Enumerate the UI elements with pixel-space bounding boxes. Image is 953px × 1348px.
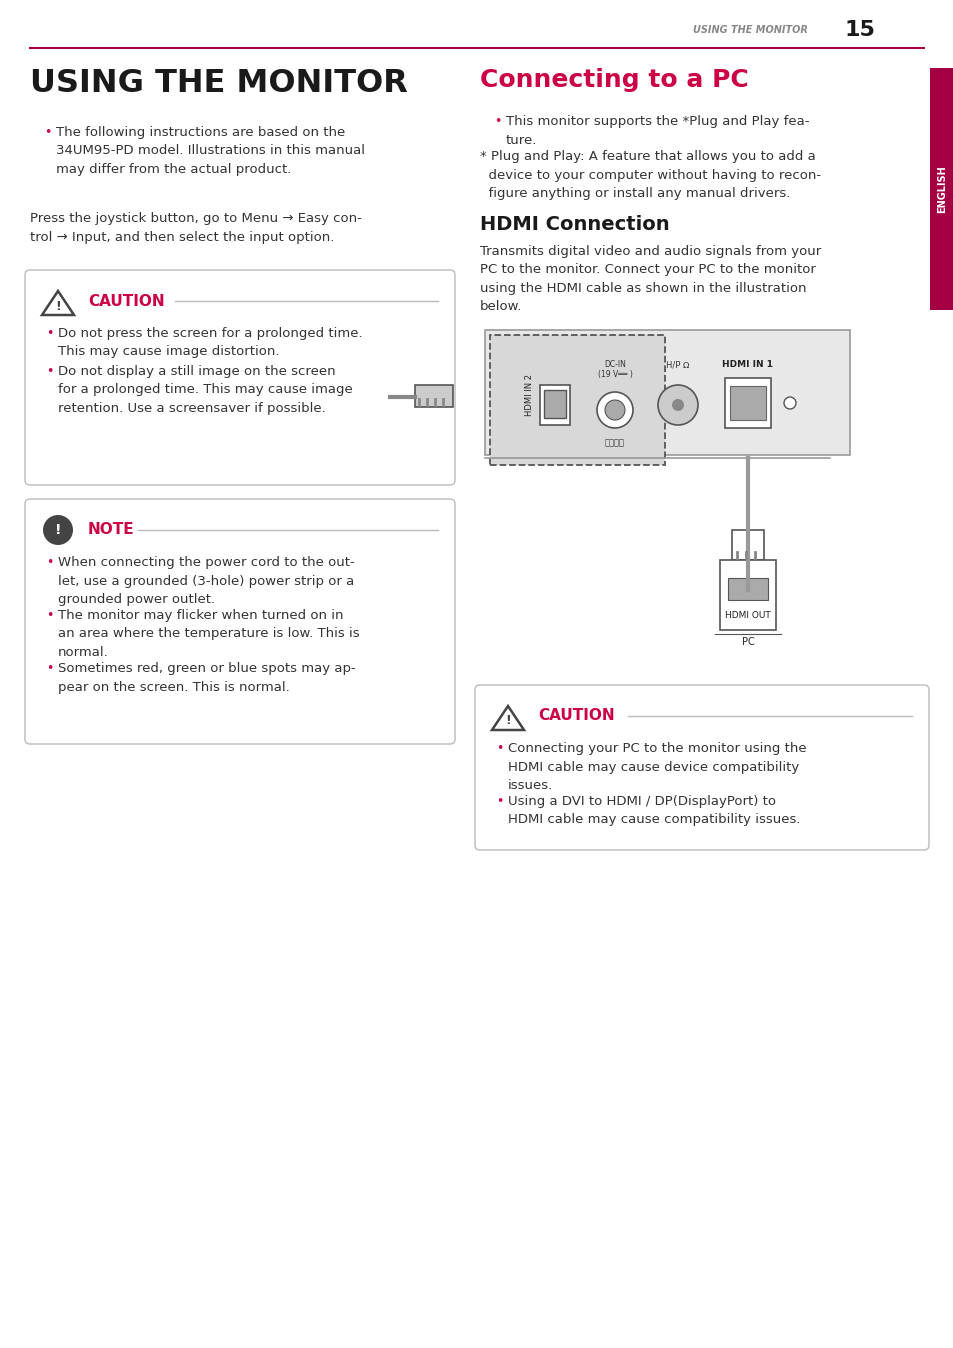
Text: (19 V══ ): (19 V══ ): [597, 369, 632, 379]
Text: USING THE MONITOR: USING THE MONITOR: [693, 26, 807, 35]
Text: •: •: [46, 662, 53, 675]
Polygon shape: [42, 291, 74, 315]
Text: HDMI OUT: HDMI OUT: [724, 611, 770, 620]
FancyBboxPatch shape: [415, 386, 453, 407]
Text: !: !: [504, 714, 511, 728]
Circle shape: [43, 515, 73, 545]
FancyBboxPatch shape: [727, 578, 767, 600]
Text: Press the joystick button, go to Menu → Easy con-
trol → Input, and then select : Press the joystick button, go to Menu → …: [30, 212, 361, 244]
Text: ENGLISH: ENGLISH: [936, 164, 946, 213]
Text: CAUTION: CAUTION: [88, 294, 165, 309]
Text: HDMI Connection: HDMI Connection: [479, 214, 669, 235]
Circle shape: [671, 399, 683, 411]
Text: !: !: [54, 523, 61, 537]
FancyBboxPatch shape: [25, 499, 455, 744]
Text: HDMI IN 2: HDMI IN 2: [525, 373, 534, 417]
Text: Transmits digital video and audio signals from your
PC to the monitor. Connect y: Transmits digital video and audio signal…: [479, 245, 821, 314]
Text: •: •: [44, 125, 51, 139]
Text: •: •: [46, 328, 53, 340]
Text: 电源输入: 电源输入: [604, 438, 624, 448]
FancyBboxPatch shape: [484, 330, 849, 456]
Text: This monitor supports the *Plug and Play fea-
ture.: This monitor supports the *Plug and Play…: [505, 115, 809, 147]
Text: Sometimes red, green or blue spots may ap-
pear on the screen. This is normal.: Sometimes red, green or blue spots may a…: [58, 662, 355, 693]
FancyBboxPatch shape: [731, 530, 763, 559]
Circle shape: [658, 386, 698, 425]
Polygon shape: [492, 706, 523, 731]
Text: USING THE MONITOR: USING THE MONITOR: [30, 67, 408, 98]
Text: Using a DVI to HDMI / DP(DisplayPort) to
HDMI cable may cause compatibility issu: Using a DVI to HDMI / DP(DisplayPort) to…: [507, 795, 800, 826]
Text: The monitor may flicker when turned on in
an area where the temperature is low. : The monitor may flicker when turned on i…: [58, 609, 359, 659]
Text: NOTE: NOTE: [88, 523, 134, 538]
FancyBboxPatch shape: [490, 336, 664, 465]
Text: HDMI IN 1: HDMI IN 1: [721, 360, 773, 369]
Text: * Plug and Play: A feature that allows you to add a
  device to your computer wi: * Plug and Play: A feature that allows y…: [479, 150, 821, 200]
Text: DC-IN: DC-IN: [603, 360, 625, 369]
Text: •: •: [46, 555, 53, 569]
Circle shape: [604, 400, 624, 421]
Text: •: •: [46, 365, 53, 377]
FancyBboxPatch shape: [724, 377, 770, 429]
Circle shape: [597, 392, 633, 429]
Text: •: •: [496, 741, 503, 755]
Text: Connecting to a PC: Connecting to a PC: [479, 67, 748, 92]
Text: H/P Ω: H/P Ω: [665, 360, 689, 369]
FancyBboxPatch shape: [475, 685, 928, 851]
Bar: [720, 559, 775, 630]
Text: !: !: [55, 299, 61, 313]
Text: 15: 15: [844, 20, 875, 40]
Text: •: •: [496, 795, 503, 807]
Text: When connecting the power cord to the out-
let, use a grounded (3-hole) power st: When connecting the power cord to the ou…: [58, 555, 355, 607]
FancyBboxPatch shape: [25, 270, 455, 485]
Text: Do not press the screen for a prolonged time.
This may cause image distortion.: Do not press the screen for a prolonged …: [58, 328, 362, 359]
FancyBboxPatch shape: [539, 386, 569, 425]
FancyBboxPatch shape: [729, 386, 765, 421]
Text: •: •: [46, 609, 53, 621]
Text: CAUTION: CAUTION: [537, 709, 614, 724]
Text: PC: PC: [740, 638, 754, 647]
Circle shape: [783, 398, 795, 408]
Text: •: •: [494, 115, 501, 128]
Bar: [929, 67, 953, 310]
Text: Do not display a still image on the screen
for a prolonged time. This may cause : Do not display a still image on the scre…: [58, 365, 353, 415]
FancyBboxPatch shape: [543, 390, 565, 418]
Text: Connecting your PC to the monitor using the
HDMI cable may cause device compatib: Connecting your PC to the monitor using …: [507, 741, 806, 793]
Text: The following instructions are based on the
34UM95-PD model. Illustrations in th: The following instructions are based on …: [56, 125, 365, 177]
